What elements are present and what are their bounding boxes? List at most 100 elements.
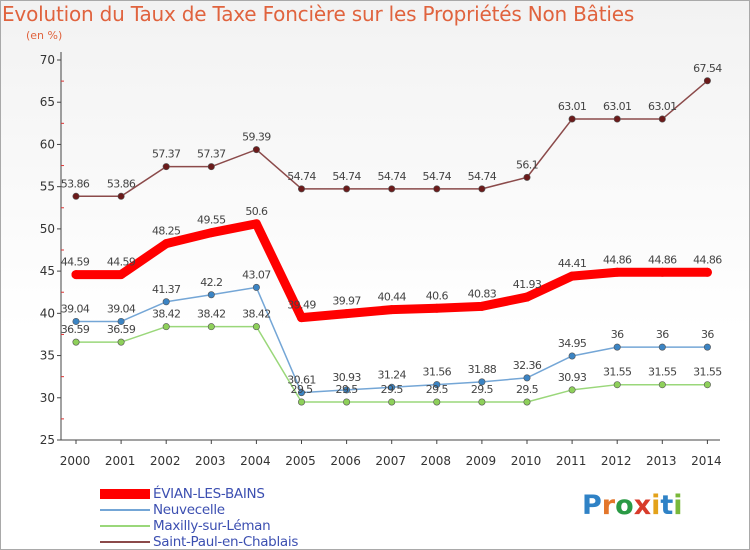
- y-tick-label: 45: [40, 264, 55, 278]
- y-tick-label: 25: [40, 433, 55, 447]
- data-label: 44.86: [648, 253, 677, 266]
- data-point: [207, 323, 215, 331]
- legend-item: ÉVIAN-LES-BAINS: [100, 486, 298, 502]
- chart-title: Evolution du Taux de Taxe Foncière sur l…: [2, 2, 635, 26]
- x-tick-label: 2008: [421, 454, 452, 468]
- data-label: 39.04: [107, 302, 136, 315]
- data-point: [568, 115, 576, 123]
- data-point: [207, 163, 215, 171]
- data-label: 36: [611, 328, 624, 341]
- data-label: 40.6: [426, 289, 449, 302]
- data-point: [343, 386, 351, 394]
- data-label: 44.41: [558, 257, 587, 270]
- data-label: 39.97: [332, 295, 361, 308]
- data-point: [387, 305, 397, 315]
- data-label: 44.86: [603, 253, 632, 266]
- data-label: 36: [701, 328, 714, 341]
- data-point: [523, 374, 531, 382]
- data-point: [658, 343, 666, 351]
- data-point: [72, 338, 80, 346]
- x-tick-label: 2001: [105, 454, 136, 468]
- logo-letter: i: [673, 490, 683, 521]
- logo-letter: x: [633, 490, 652, 521]
- data-label: 54.74: [377, 170, 406, 183]
- data-point: [478, 398, 486, 406]
- data-point: [161, 239, 171, 249]
- data-point: [162, 323, 170, 331]
- legend-item: Maxilly-sur-Léman: [100, 518, 298, 534]
- x-tick-label: 2010: [511, 454, 542, 468]
- y-tick-label: 70: [40, 53, 55, 67]
- data-label: 29.5: [516, 383, 539, 396]
- data-point: [567, 271, 577, 281]
- data-label: 31.55: [648, 366, 677, 379]
- data-point: [657, 267, 667, 277]
- data-point: [343, 398, 351, 406]
- data-label: 31.88: [468, 363, 497, 376]
- proxiti-logo: Proxiti: [582, 490, 683, 521]
- y-tick-label: 60: [40, 137, 55, 151]
- data-point: [433, 381, 441, 389]
- data-label: 59.39: [242, 131, 271, 144]
- data-point: [433, 398, 441, 406]
- data-point: [612, 267, 622, 277]
- data-point: [297, 398, 305, 406]
- data-point: [388, 398, 396, 406]
- data-label: 50.6: [245, 205, 268, 218]
- legend-swatch: [100, 525, 150, 527]
- data-point: [703, 77, 711, 85]
- data-point: [297, 185, 305, 193]
- chart-subtitle: (en %): [26, 29, 63, 42]
- logo-letter: r: [601, 490, 616, 521]
- data-label: 57.37: [197, 148, 226, 161]
- data-point: [613, 381, 621, 389]
- logo-letter: P: [582, 490, 602, 521]
- data-point: [523, 173, 531, 181]
- data-point: [207, 291, 215, 299]
- data-label: 38.42: [197, 308, 226, 321]
- legend-label: Maxilly-sur-Léman: [153, 518, 271, 534]
- data-label: 29.5: [336, 383, 359, 396]
- data-label: 29.5: [471, 383, 494, 396]
- data-label: 54.74: [332, 170, 361, 183]
- data-label: 53.86: [61, 177, 90, 190]
- y-tick-label: 55: [40, 180, 55, 194]
- data-label: 49.55: [197, 214, 226, 227]
- data-point: [433, 185, 441, 193]
- y-tick-label: 35: [40, 349, 55, 363]
- x-tick-label: 2000: [60, 454, 91, 468]
- x-tick-label: 2003: [195, 454, 226, 468]
- data-point: [117, 338, 125, 346]
- data-label: 41.93: [513, 278, 542, 291]
- data-point: [568, 352, 576, 360]
- data-label: 63.01: [603, 100, 632, 113]
- data-label: 31.55: [693, 366, 722, 379]
- data-label: 29.5: [381, 383, 404, 396]
- data-point: [523, 398, 531, 406]
- data-point: [613, 343, 621, 351]
- data-point: [703, 381, 711, 389]
- logo-letter: i: [651, 490, 661, 521]
- data-label: 54.74: [423, 170, 452, 183]
- logo-letter: o: [615, 490, 634, 521]
- data-point: [117, 192, 125, 200]
- legend-label: Neuvecelle: [153, 502, 225, 518]
- x-tick-label: 2009: [466, 454, 497, 468]
- legend-label: Saint-Paul-en-Chablais: [153, 534, 299, 550]
- legend-swatch: [100, 489, 150, 499]
- data-label: 53.86: [107, 177, 136, 190]
- data-label: 34.95: [558, 337, 587, 350]
- data-label: 43.07: [242, 268, 271, 281]
- data-label: 29.5: [426, 383, 449, 396]
- data-label: 30.93: [558, 371, 587, 384]
- legend-item: Saint-Paul-en-Chablais: [100, 534, 298, 550]
- data-label: 39.49: [287, 299, 316, 312]
- data-label: 42.2: [200, 276, 222, 289]
- data-point: [432, 303, 442, 313]
- data-label: 36: [656, 328, 669, 341]
- data-point: [162, 298, 170, 306]
- data-point: [72, 192, 80, 200]
- data-label: 38.42: [152, 308, 181, 321]
- legend-item: Neuvecelle: [100, 502, 298, 518]
- data-point: [71, 270, 81, 280]
